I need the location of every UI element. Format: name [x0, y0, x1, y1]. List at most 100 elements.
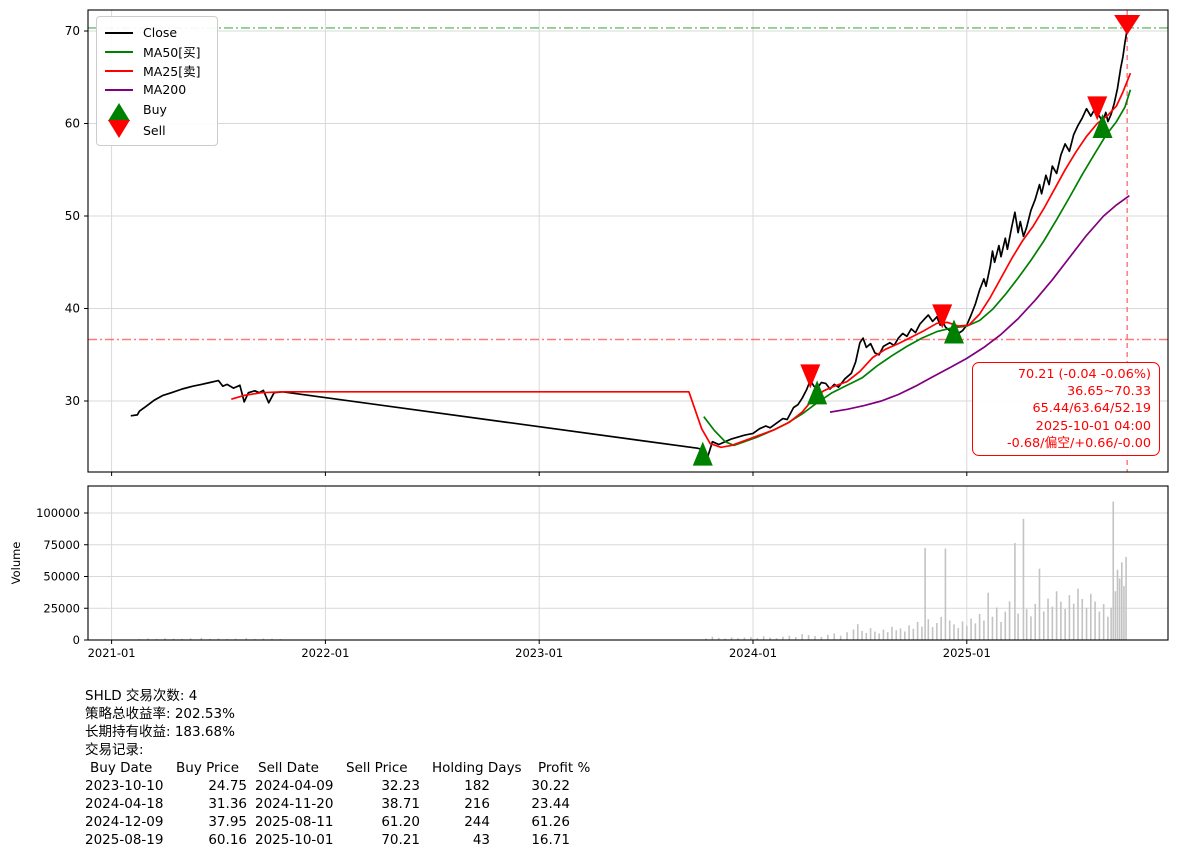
price-tick-label: 40	[65, 302, 80, 316]
crosshair-annotation: 70.21 (-0.04 -0.06%) 36.65~70.33 65.44/6…	[972, 362, 1160, 457]
legend-line-swatch	[105, 69, 133, 72]
price-tick-label: 50	[65, 209, 80, 223]
annotation-range-line: 36.65~70.33	[1067, 384, 1151, 400]
trade-col-header: Buy Date	[90, 760, 153, 776]
sell-marker	[1087, 96, 1108, 121]
legend-label: Sell	[143, 123, 166, 138]
trade-col-header: Sell Date	[258, 760, 319, 776]
hold-return-line: 长期持有收益: 183.68%	[85, 724, 235, 740]
trade-table-header: Buy Date Buy Price Sell Date Sell Price Hold…	[85, 759, 590, 777]
trade-cell: 244	[464, 814, 490, 830]
volume-tick-label: 50000	[43, 570, 80, 584]
annotation-ma-line: 65.44/63.64/52.19	[1032, 401, 1151, 417]
trade-count-line: SHLD 交易次数: 4	[85, 688, 198, 704]
series-line-ma200	[829, 195, 1130, 413]
volume-tick-label: 100000	[36, 506, 80, 520]
volume-bars	[138, 501, 1127, 640]
trade-cell: 2024-12-09	[85, 814, 164, 830]
volume-plot-frame	[87, 485, 1169, 641]
legend-label: Close	[143, 25, 178, 40]
legend-item-sell: Sell	[103, 119, 211, 141]
annotation-date-line: 2025-10-01 04:00	[1035, 418, 1151, 434]
trade-table-row: 2024-12-09 37.95 2025-08-11 61.20 244 61.26	[85, 813, 570, 831]
buy-marker	[692, 441, 713, 466]
sell-marker	[932, 304, 953, 329]
trade-cell: 2024-04-09	[255, 778, 334, 794]
trade-table-row: 2024-04-18 31.36 2024-11-20 38.71 216 23.44	[85, 795, 570, 813]
strategy-report: SHLD 交易次数: 4 策略总收益率: 202.53% 长期持有收益: 183…	[85, 687, 590, 849]
trade-cell: 61.26	[531, 814, 570, 830]
legend-item-ma50: MA50[买]	[103, 42, 211, 61]
trade-col-header: Holding Days	[432, 760, 522, 776]
legend-item-ma200: MA200	[103, 80, 211, 99]
sell-marker	[800, 364, 821, 389]
date-tick-label: 2023-01	[515, 646, 563, 660]
trade-cell: 2023-10-10	[85, 778, 164, 794]
legend-line-swatch	[105, 50, 133, 53]
current-sell-marker	[1114, 15, 1141, 36]
trade-cell: 24.75	[208, 778, 247, 794]
price-tick-label: 30	[65, 394, 80, 408]
buy-marker	[807, 380, 828, 405]
legend-line-swatch	[105, 88, 133, 91]
trade-cell: 61.20	[381, 814, 420, 830]
buy-marker	[943, 319, 964, 344]
legend-item-buy: Buy	[103, 99, 211, 121]
trade-records-title: 交易记录:	[85, 742, 144, 758]
trade-col-header: Sell Price	[346, 760, 408, 776]
axis-ticks-labels: 30 40 50 60 70 0 25000 50000 75000 100000 2021-01 2…	[36, 24, 991, 660]
trade-table-row: 2023-10-10 24.75 2024-04-09 32.23 182 30.22	[85, 777, 570, 795]
trade-cell: 31.36	[208, 796, 247, 812]
annotation-price-line: 70.21 (-0.04 -0.06%)	[1017, 367, 1151, 382]
trade-cell: 2024-04-18	[85, 796, 164, 812]
trade-cell: 216	[464, 796, 490, 812]
price-tick-label: 70	[65, 24, 80, 38]
trade-cell: 37.95	[208, 814, 247, 830]
trade-cell: 2024-11-20	[255, 796, 334, 812]
annotation-bias-line: -0.68/偏空/+0.66/-0.00	[1007, 435, 1151, 451]
strategy-return-line: 策略总收益率: 202.53%	[85, 706, 235, 722]
legend-label: MA25[卖]	[143, 64, 201, 79]
trade-cell: 2025-08-11	[255, 814, 334, 830]
trade-cell: 182	[464, 778, 490, 794]
trade-col-header: Buy Price	[176, 760, 240, 776]
chart-legend: Close MA50[买] MA25[卖] MA200 Buy Sell	[96, 16, 218, 146]
trade-col-header: Profit %	[538, 760, 591, 776]
legend-item-close: Close	[103, 23, 211, 42]
trade-cell: 23.44	[531, 796, 570, 812]
chart-canvas: 30 40 50 60 70 0 25000 50000 75000 100000 2021-01 2…	[36, 9, 1169, 660]
legend-line-swatch	[105, 31, 133, 34]
trade-cell: 30.22	[531, 778, 570, 794]
volume-tick-label: 0	[73, 633, 80, 647]
gridlines	[88, 10, 1168, 641]
stock-chart-figure: 30 40 50 60 70 0 25000 50000 75000 100000 2021-01 2…	[9, 9, 1169, 660]
trade-cell: 32.23	[381, 778, 420, 794]
legend-label: Buy	[143, 102, 167, 117]
price-tick-label: 60	[65, 117, 80, 131]
date-tick-label: 2025-01	[943, 646, 991, 660]
date-tick-label: 2021-01	[88, 646, 136, 660]
trade-cell: 16.71	[531, 832, 570, 848]
legend-label: MA200	[143, 82, 187, 97]
legend-label: MA50[买]	[143, 45, 201, 60]
buy-triangle-icon	[108, 102, 130, 121]
trade-cell: 2025-10-01	[255, 832, 334, 848]
date-tick-label: 2022-01	[301, 646, 349, 660]
trade-cell: 70.21	[381, 832, 420, 848]
series-line-close	[130, 28, 1129, 457]
trade-cell: 60.16	[208, 832, 247, 848]
sell-triangle-icon	[108, 119, 130, 138]
buy-marker	[1092, 114, 1113, 139]
date-tick-label: 2024-01	[729, 646, 777, 660]
price-plot-frame	[87, 9, 1169, 473]
trade-table-row: 2025-08-19 60.16 2025-10-01 70.21 43 16.71	[85, 831, 570, 849]
trade-records-table: Buy Date Buy Price Sell Date Sell Price Hold…	[85, 759, 590, 849]
trade-cell: 2025-08-19	[85, 832, 164, 848]
series-line-ma25	[231, 72, 1132, 449]
volume-tick-label: 75000	[43, 538, 80, 552]
volume-axis-label: Volume	[9, 541, 23, 585]
volume-tick-label: 25000	[43, 601, 80, 615]
trade-cell: 43	[472, 832, 490, 848]
legend-item-ma25: MA25[卖]	[103, 61, 211, 80]
trade-cell: 38.71	[381, 796, 420, 812]
